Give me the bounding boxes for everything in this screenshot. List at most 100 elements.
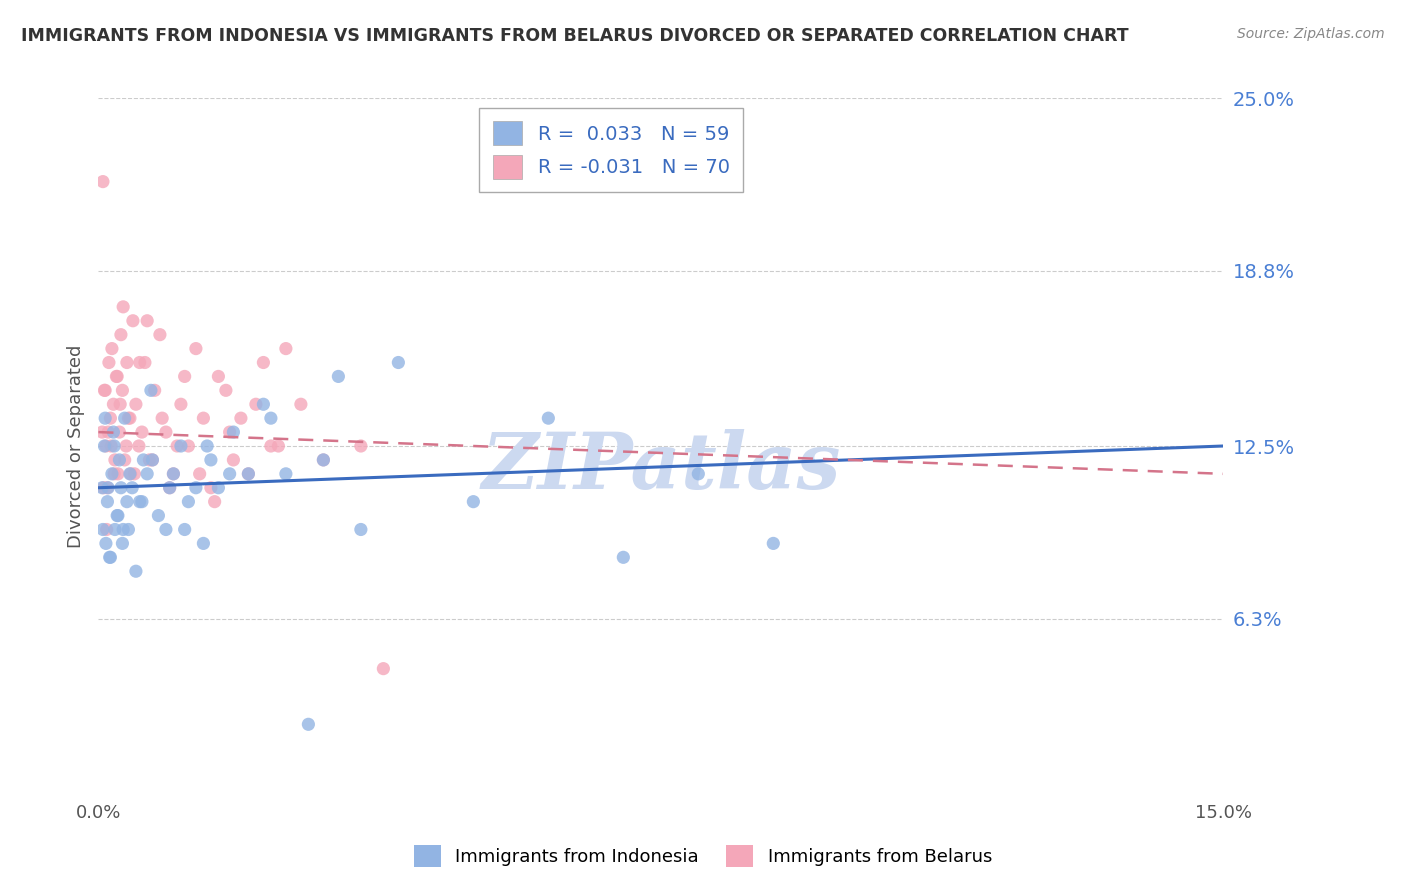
- Point: [103, 439, 125, 453]
- Point: [159, 481, 181, 495]
- Point: [260, 411, 283, 425]
- Point: [373, 662, 395, 676]
- Point: [138, 453, 160, 467]
- Point: [155, 425, 177, 439]
- Point: [103, 467, 125, 481]
- Point: [100, 439, 122, 453]
- Point: [100, 550, 122, 565]
- Point: [107, 467, 129, 481]
- Point: [110, 327, 132, 342]
- Point: [124, 467, 146, 481]
- Point: [290, 397, 312, 411]
- Point: [274, 467, 297, 481]
- Point: [350, 523, 373, 537]
- Point: [98, 550, 121, 565]
- Point: [110, 481, 132, 495]
- Point: [117, 523, 139, 537]
- Y-axis label: Divorced or Separated: Divorced or Separated: [66, 344, 84, 548]
- Point: [245, 397, 267, 411]
- Text: ZIPatlas: ZIPatlas: [481, 429, 841, 505]
- Point: [125, 564, 148, 578]
- Point: [177, 439, 200, 453]
- Point: [94, 439, 117, 453]
- Point: [91, 481, 114, 495]
- Point: [207, 481, 229, 495]
- Point: [105, 369, 128, 384]
- Point: [121, 481, 143, 495]
- Point: [350, 439, 373, 453]
- Point: [105, 369, 128, 384]
- Point: [94, 536, 117, 550]
- Point: [115, 355, 138, 369]
- Point: [143, 384, 166, 398]
- Point: [131, 494, 153, 508]
- Point: [200, 481, 222, 495]
- Point: [141, 453, 163, 467]
- Point: [252, 397, 274, 411]
- Point: [112, 300, 135, 314]
- Point: [115, 494, 138, 508]
- Point: [97, 355, 120, 369]
- Point: [170, 397, 193, 411]
- Point: [96, 481, 118, 495]
- Point: [97, 481, 120, 495]
- Point: [93, 384, 115, 398]
- Point: [238, 467, 260, 481]
- Text: IMMIGRANTS FROM INDONESIA VS IMMIGRANTS FROM BELARUS DIVORCED OR SEPARATED CORRE: IMMIGRANTS FROM INDONESIA VS IMMIGRANTS …: [21, 27, 1129, 45]
- Point: [159, 481, 181, 495]
- Point: [91, 523, 114, 537]
- Point: [94, 411, 117, 425]
- Point: [177, 494, 200, 508]
- Point: [149, 327, 172, 342]
- Point: [218, 467, 240, 481]
- Point: [91, 175, 114, 189]
- Point: [195, 439, 218, 453]
- Point: [148, 508, 170, 523]
- Point: [260, 439, 283, 453]
- Point: [173, 369, 195, 384]
- Point: [91, 425, 114, 439]
- Point: [118, 467, 141, 481]
- Point: [193, 536, 215, 550]
- Point: [104, 523, 127, 537]
- Point: [96, 494, 118, 508]
- Point: [103, 397, 125, 411]
- Point: [108, 453, 131, 467]
- Point: [136, 467, 159, 481]
- Point: [131, 425, 153, 439]
- Point: [97, 425, 120, 439]
- Point: [218, 425, 240, 439]
- Point: [184, 481, 207, 495]
- Point: [222, 453, 245, 467]
- Point: [101, 467, 124, 481]
- Point: [139, 384, 162, 398]
- Point: [93, 481, 115, 495]
- Point: [200, 453, 222, 467]
- Point: [762, 536, 785, 550]
- Text: Source: ZipAtlas.com: Source: ZipAtlas.com: [1237, 27, 1385, 41]
- Point: [537, 411, 560, 425]
- Point: [117, 411, 139, 425]
- Point: [104, 453, 127, 467]
- Point: [114, 453, 136, 467]
- Point: [155, 523, 177, 537]
- Point: [114, 411, 136, 425]
- Point: [612, 550, 634, 565]
- Point: [688, 467, 710, 481]
- Point: [173, 523, 195, 537]
- Point: [387, 355, 409, 369]
- Point: [312, 453, 335, 467]
- Point: [96, 523, 118, 537]
- Point: [128, 439, 150, 453]
- Point: [108, 397, 131, 411]
- Point: [215, 384, 238, 398]
- Point: [132, 453, 155, 467]
- Point: [111, 536, 134, 550]
- Point: [101, 342, 124, 356]
- Point: [204, 494, 226, 508]
- Legend: R =  0.033   N = 59, R = -0.031   N = 70: R = 0.033 N = 59, R = -0.031 N = 70: [479, 108, 744, 193]
- Point: [328, 369, 350, 384]
- Point: [252, 355, 274, 369]
- Point: [267, 439, 290, 453]
- Point: [207, 369, 229, 384]
